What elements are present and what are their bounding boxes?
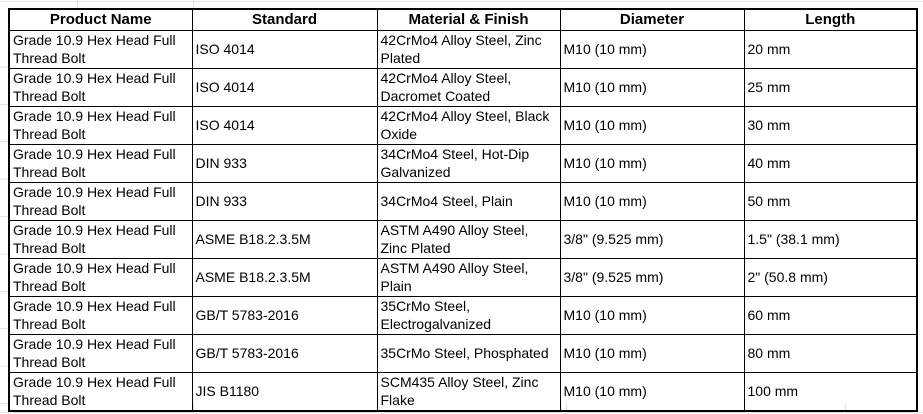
cell-product-name: Grade 10.9 Hex Head Full Thread Bolt: [8, 258, 193, 297]
cell-length: 80 mm: [743, 334, 918, 373]
sheet-gridline-top-col-a: [77, 0, 78, 8]
cell-diameter: M10 (10 mm): [559, 106, 745, 145]
cell-diameter: M10 (10 mm): [559, 296, 745, 335]
cell-product-name: Grade 10.9 Hex Head Full Thread Bolt: [8, 372, 193, 412]
cell-length: 30 mm: [743, 106, 918, 145]
sheet-row-ticks: [0, 30, 8, 406]
cell-standard: GB/T 5783-2016: [191, 296, 378, 335]
cell-length: 2" (50.8 mm): [743, 258, 918, 297]
table-header-row: Product Name Standard Material & Finish …: [8, 8, 918, 31]
cell-material-finish: 35CrMo Steel, Electrogalvanized: [376, 296, 561, 335]
cell-standard: ASME B18.2.3.5M: [191, 258, 378, 297]
cell-material-finish: 42CrMo4 Alloy Steel, Zinc Plated: [376, 30, 561, 69]
cell-product-name: Grade 10.9 Hex Head Full Thread Bolt: [8, 68, 193, 107]
cell-diameter: M10 (10 mm): [559, 68, 745, 107]
cell-product-name: Grade 10.9 Hex Head Full Thread Bolt: [8, 220, 193, 259]
cell-material-finish: 42CrMo4 Alloy Steel, Dacromet Coated: [376, 68, 561, 107]
cell-material-finish: ASTM A490 Alloy Steel, Plain: [376, 258, 561, 297]
cell-product-name: Grade 10.9 Hex Head Full Thread Bolt: [8, 182, 193, 221]
table-row: Grade 10.9 Hex Head Full Thread Bolt ISO…: [8, 68, 918, 107]
table-row: Grade 10.9 Hex Head Full Thread Bolt GB/…: [8, 334, 918, 373]
column-header-diameter: Diameter: [559, 8, 745, 31]
sheet-gridline-top-col-b: [193, 0, 194, 8]
cell-product-name: Grade 10.9 Hex Head Full Thread Bolt: [8, 334, 193, 373]
cell-material-finish: 35CrMo Steel, Phosphated: [376, 334, 561, 373]
cell-length: 100 mm: [743, 372, 918, 412]
cell-product-name: Grade 10.9 Hex Head Full Thread Bolt: [8, 106, 193, 145]
column-header-material-finish: Material & Finish: [376, 8, 561, 31]
cell-diameter: M10 (10 mm): [559, 30, 745, 69]
cell-length: 60 mm: [743, 296, 918, 335]
column-header-product-name: Product Name: [8, 8, 193, 31]
sheet-gridline-bottom: [0, 412, 923, 413]
sheet-gridline-top: [0, 1, 923, 2]
cell-diameter: 3/8" (9.525 mm): [559, 258, 745, 297]
cell-material-finish: ASTM A490 Alloy Steel, Zinc Plated: [376, 220, 561, 259]
cell-diameter: 3/8" (9.525 mm): [559, 220, 745, 259]
cell-standard: ASME B18.2.3.5M: [191, 220, 378, 259]
cell-standard: DIN 933: [191, 182, 378, 221]
cell-diameter: M10 (10 mm): [559, 372, 745, 412]
cell-standard: GB/T 5783-2016: [191, 334, 378, 373]
table-row: Grade 10.9 Hex Head Full Thread Bolt ASM…: [8, 220, 918, 259]
cell-standard: DIN 933: [191, 144, 378, 183]
cell-standard: ISO 4014: [191, 68, 378, 107]
table-row: Grade 10.9 Hex Head Full Thread Bolt JIS…: [8, 372, 918, 412]
table-row: Grade 10.9 Hex Head Full Thread Bolt ISO…: [8, 30, 918, 69]
table-row: Grade 10.9 Hex Head Full Thread Bolt ASM…: [8, 258, 918, 297]
column-header-length: Length: [743, 8, 918, 31]
table-row: Grade 10.9 Hex Head Full Thread Bolt DIN…: [8, 182, 918, 221]
cell-product-name: Grade 10.9 Hex Head Full Thread Bolt: [8, 144, 193, 183]
cell-product-name: Grade 10.9 Hex Head Full Thread Bolt: [8, 30, 193, 69]
column-header-standard: Standard: [191, 8, 378, 31]
cell-material-finish: 42CrMo4 Alloy Steel, Black Oxide: [376, 106, 561, 145]
cell-length: 1.5" (38.1 mm): [743, 220, 918, 259]
product-spec-table: Product Name Standard Material & Finish …: [8, 8, 918, 412]
cell-length: 25 mm: [743, 68, 918, 107]
cell-diameter: M10 (10 mm): [559, 182, 745, 221]
cell-diameter: M10 (10 mm): [559, 334, 745, 373]
table-row: Grade 10.9 Hex Head Full Thread Bolt DIN…: [8, 144, 918, 183]
cell-material-finish: 34CrMo4 Steel, Hot-Dip Galvanized: [376, 144, 561, 183]
cell-length: 40 mm: [743, 144, 918, 183]
cell-standard: JIS B1180: [191, 372, 378, 412]
cell-length: 20 mm: [743, 30, 918, 69]
cell-material-finish: SCM435 Alloy Steel, Zinc Flake: [376, 372, 561, 412]
cell-material-finish: 34CrMo4 Steel, Plain: [376, 182, 561, 221]
cell-diameter: M10 (10 mm): [559, 144, 745, 183]
cell-length: 50 mm: [743, 182, 918, 221]
cell-standard: ISO 4014: [191, 106, 378, 145]
table-row: Grade 10.9 Hex Head Full Thread Bolt ISO…: [8, 106, 918, 145]
cell-product-name: Grade 10.9 Hex Head Full Thread Bolt: [8, 296, 193, 335]
cell-standard: ISO 4014: [191, 30, 378, 69]
table-row: Grade 10.9 Hex Head Full Thread Bolt GB/…: [8, 296, 918, 335]
